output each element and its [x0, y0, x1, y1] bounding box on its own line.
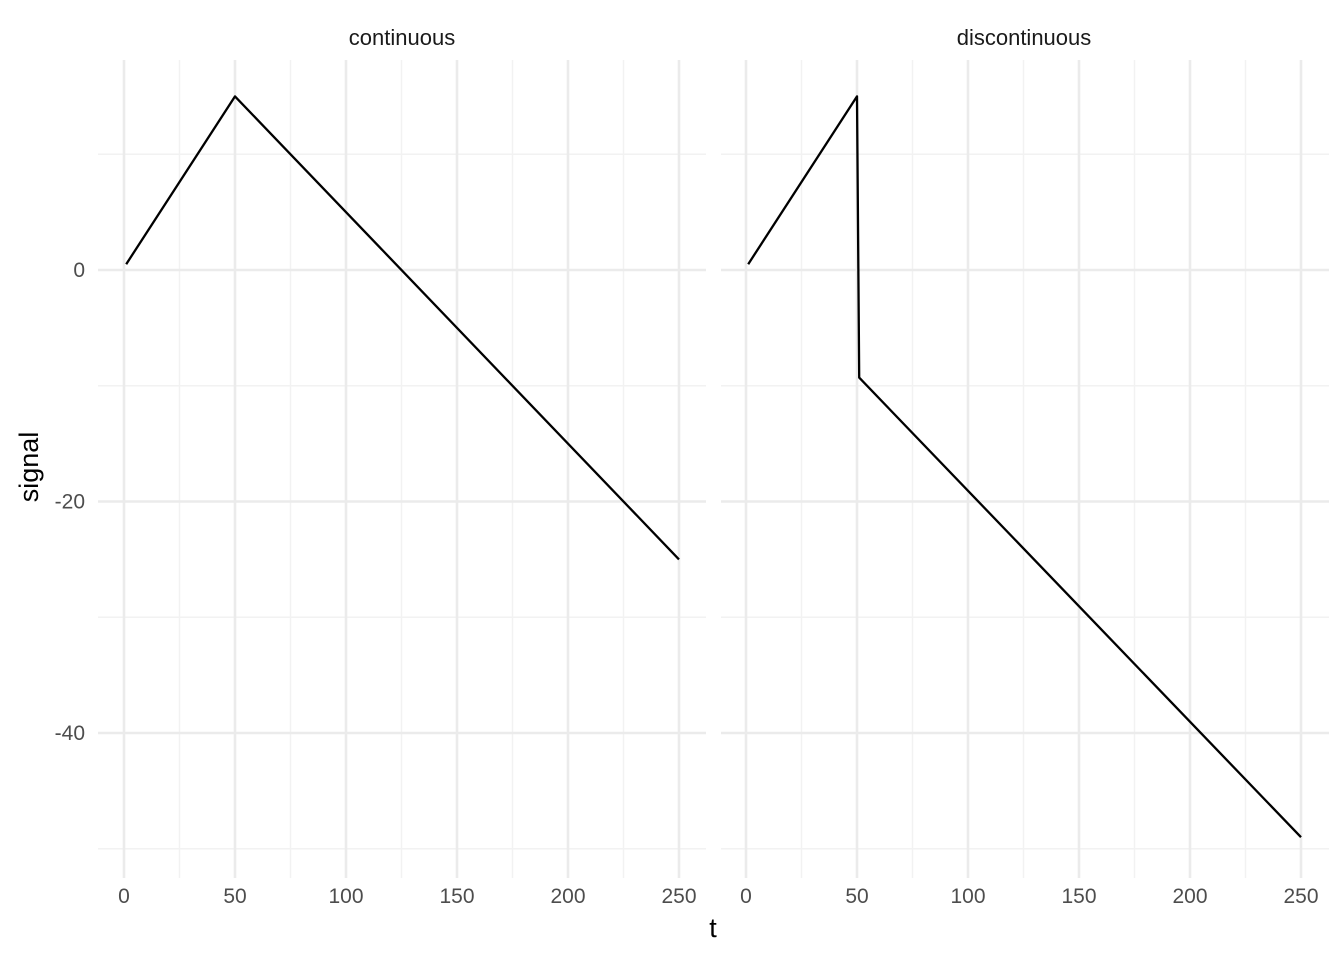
x-tick-labels: 0 50 100 150 200 250	[118, 885, 696, 908]
series-line-continuous	[125, 95, 680, 561]
panel-discontinuous: discontinuous 0 50 100 150 200 250	[721, 25, 1329, 908]
y-tick-label: -20	[55, 491, 85, 514]
x-tick-label: 50	[845, 885, 868, 908]
x-tick-label: 50	[223, 885, 246, 908]
x-tick-label: 0	[740, 885, 752, 908]
x-tick-label: 0	[118, 885, 130, 908]
x-tick-label: 150	[439, 885, 474, 908]
panel-title-continuous: continuous	[349, 25, 455, 50]
x-axis-title: t	[709, 913, 717, 943]
series-line-discontinuous	[747, 95, 1302, 838]
panel-grid	[98, 60, 706, 878]
y-tick-labels: 0 -20 -40	[55, 259, 85, 745]
panel-grid	[721, 60, 1329, 878]
panel-continuous: continuous 0 -20 -40 0 50 100 150 200 250	[55, 25, 706, 908]
x-tick-label: 250	[1283, 885, 1318, 908]
x-tick-labels: 0 50 100 150 200 250	[740, 885, 1318, 908]
x-tick-label: 200	[1172, 885, 1207, 908]
panel-title-discontinuous: discontinuous	[957, 25, 1092, 50]
x-tick-label: 250	[661, 885, 696, 908]
y-tick-label: -40	[55, 722, 85, 745]
x-tick-label: 100	[328, 885, 363, 908]
y-axis-title: signal	[14, 432, 44, 503]
x-tick-label: 150	[1061, 885, 1096, 908]
y-tick-label: 0	[73, 259, 85, 282]
x-tick-label: 200	[550, 885, 585, 908]
x-tick-label: 100	[950, 885, 985, 908]
